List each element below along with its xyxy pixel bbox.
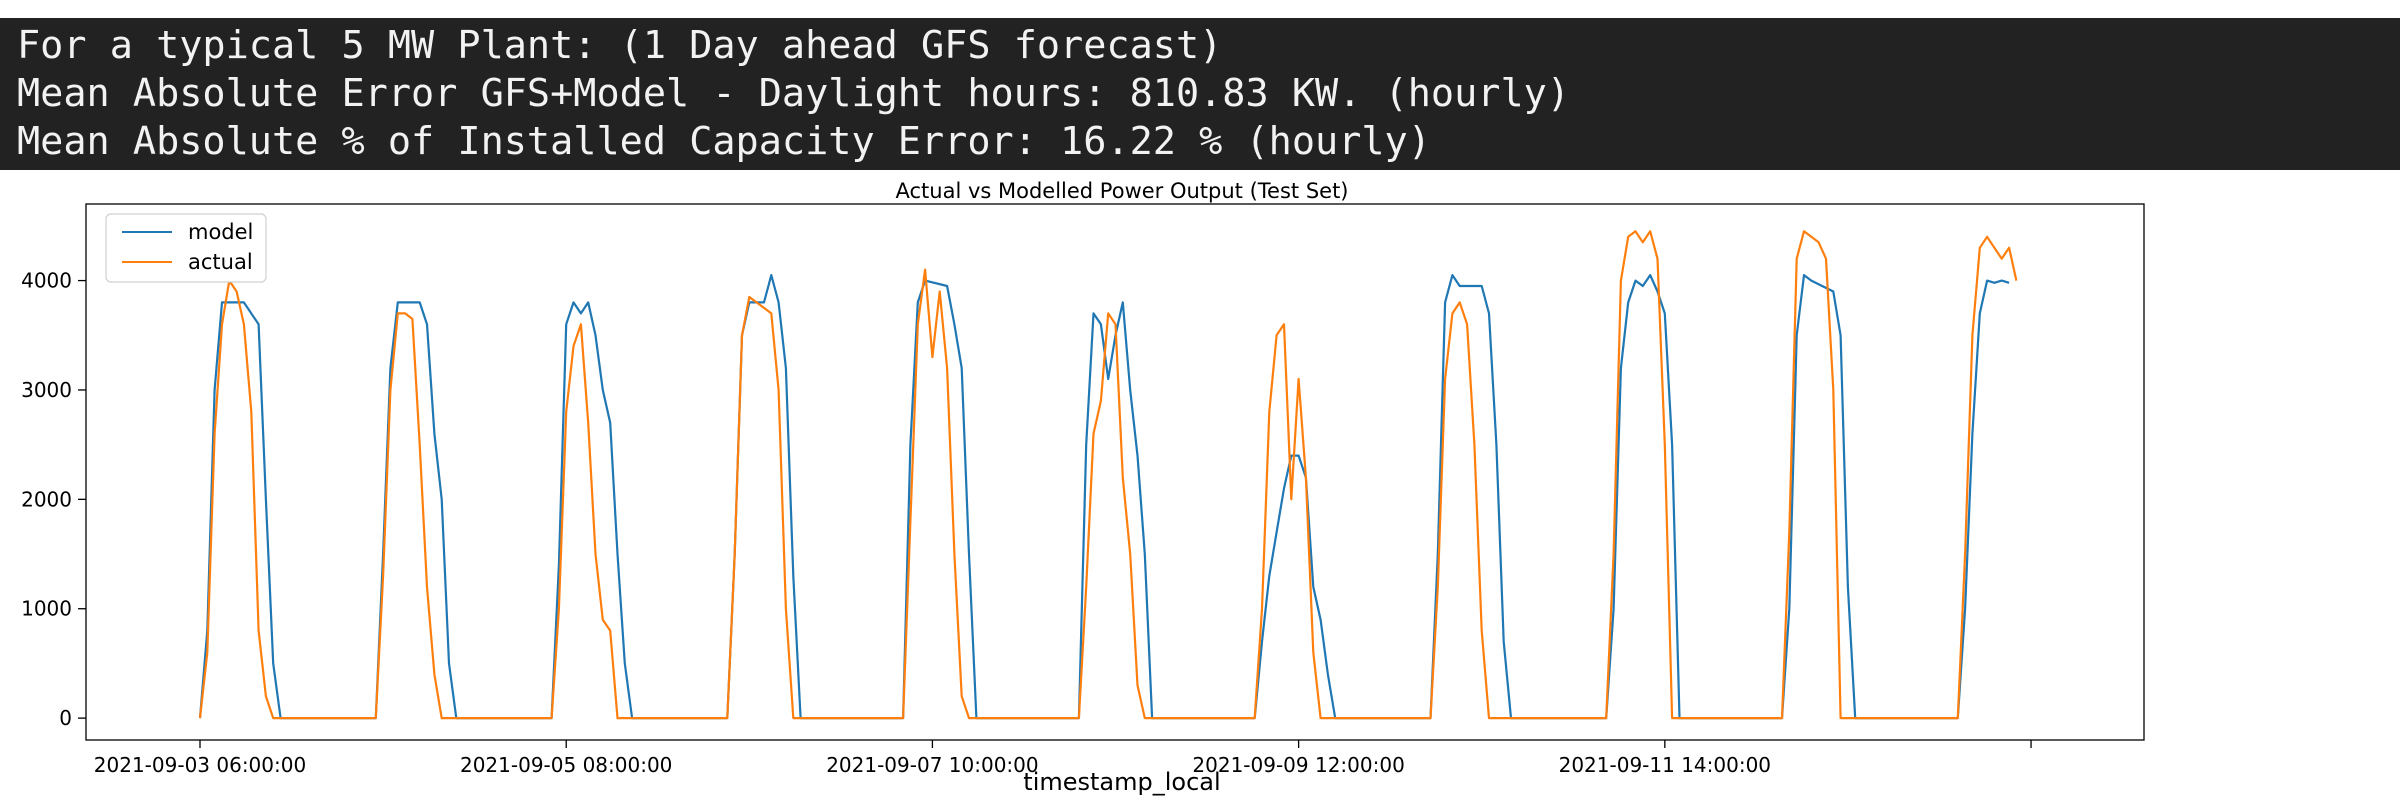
legend: model actual <box>105 213 267 283</box>
series-line-model <box>198 273 2010 720</box>
x-tick-label: 2021-09-05 08:00:00 <box>460 753 672 777</box>
output-console: For a typical 5 MW Plant: (1 Day ahead G… <box>0 18 2400 170</box>
chart-title: Actual vs Modelled Power Output (Test Se… <box>895 179 1348 203</box>
y-tick-label: 1000 <box>21 597 72 621</box>
y-tick-label: 3000 <box>21 378 72 402</box>
console-line: For a typical 5 MW Plant: (1 Day ahead G… <box>17 23 1223 68</box>
x-axis-label: timestamp_local <box>1023 768 1220 796</box>
power-output-chart: Actual vs Modelled Power Output (Test Se… <box>21 179 2145 796</box>
y-tick-label: 4000 <box>21 269 72 293</box>
y-axis: 0 1000 2000 3000 4000 <box>21 269 86 730</box>
series-layer <box>198 230 2018 720</box>
series-line-actual <box>198 230 2018 720</box>
x-tick-label: 2021-09-09 12:00:00 <box>1192 753 1404 777</box>
legend-label-actual: actual <box>188 250 253 274</box>
console-line: Mean Absolute Error GFS+Model - Daylight… <box>17 71 1570 116</box>
y-tick-label: 0 <box>59 706 72 730</box>
x-axis: 2021-09-03 06:00:00 2021-09-05 08:00:00 20… <box>94 740 2032 777</box>
y-tick-label: 2000 <box>21 487 72 511</box>
legend-label-model: model <box>188 220 253 244</box>
x-tick-label: 2021-09-07 10:00:00 <box>826 753 1038 777</box>
console-line: Mean Absolute % of Installed Capacity Er… <box>17 119 1431 164</box>
x-tick-label: 2021-09-11 14:00:00 <box>1559 753 1771 777</box>
plot-frame <box>85 203 2145 741</box>
x-tick-label: 2021-09-03 06:00:00 <box>94 753 306 777</box>
